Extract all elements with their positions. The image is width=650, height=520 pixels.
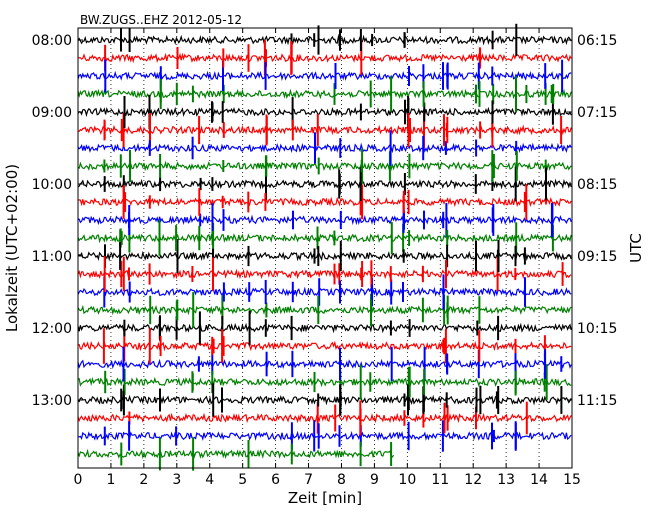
seismic-traces — [77, 23, 572, 471]
x-tick-label: 1 — [106, 472, 115, 488]
x-tick-label: 11 — [431, 472, 449, 488]
left-tick-label: 08:00 — [32, 33, 72, 49]
seismic-trace — [77, 358, 572, 370]
seismic-trace — [77, 376, 572, 388]
x-tick-label: 3 — [172, 472, 181, 488]
x-tick-label: 14 — [530, 472, 548, 488]
left-y-axis-label: Lokalzeit (UTC+02:00) — [3, 164, 21, 332]
x-tick-label: 5 — [238, 472, 247, 488]
seismic-trace — [77, 106, 572, 118]
seismic-trace — [77, 142, 572, 154]
right-y-axis-label: UTC — [627, 233, 645, 263]
x-tick-label: 6 — [271, 472, 280, 488]
x-tick-label: 4 — [205, 472, 214, 488]
right-tick-label: 09:15 — [577, 249, 617, 265]
x-tick-label: 12 — [464, 472, 482, 488]
left-tick-label: 09:00 — [32, 105, 72, 121]
x-tick-label: 0 — [74, 472, 83, 488]
plot-frame — [77, 27, 573, 469]
right-tick-label: 07:15 — [577, 105, 617, 121]
right-y-axis: 06:15 07:15 08:15 09:15 10:15 11:15 — [567, 33, 617, 409]
x-tick-label: 10 — [398, 472, 416, 488]
x-tick-label: 7 — [304, 472, 313, 488]
seismic-trace — [77, 286, 572, 298]
chart-title: BW.ZUGS..EHZ 2012-05-12 — [80, 13, 242, 27]
right-tick-label: 10:15 — [577, 321, 617, 337]
seismic-trace — [77, 304, 572, 316]
right-tick-label: 06:15 — [577, 33, 617, 49]
x-tick-label: 2 — [139, 472, 148, 488]
x-tick-label: 8 — [337, 472, 346, 488]
seismic-trace — [77, 214, 572, 226]
left-tick-label: 11:00 — [32, 249, 72, 265]
right-tick-label: 08:15 — [577, 177, 617, 193]
seismic-trace — [77, 250, 572, 262]
seismic-trace — [77, 34, 572, 46]
x-tick-label: 9 — [370, 472, 379, 488]
left-tick-label: 10:00 — [32, 177, 72, 193]
x-axis-label: Zeit [min] — [288, 489, 362, 507]
seismic-trace — [77, 412, 572, 424]
left-tick-label: 12:00 — [32, 321, 72, 337]
seismic-trace — [77, 52, 572, 64]
seismic-trace — [77, 448, 395, 460]
x-axis: 0 1 2 3 4 5 6 7 8 9 10 11 12 13 14 15 — [74, 28, 581, 488]
seismic-trace — [77, 268, 572, 280]
right-tick-label: 11:15 — [577, 393, 617, 409]
x-tick-label: 13 — [497, 472, 515, 488]
seismic-trace — [77, 196, 572, 208]
seismic-trace — [77, 124, 572, 136]
left-tick-label: 13:00 — [32, 393, 72, 409]
left-y-axis: 08:00 09:00 10:00 11:00 12:00 13:00 — [32, 33, 83, 409]
x-tick-label: 15 — [563, 472, 581, 488]
